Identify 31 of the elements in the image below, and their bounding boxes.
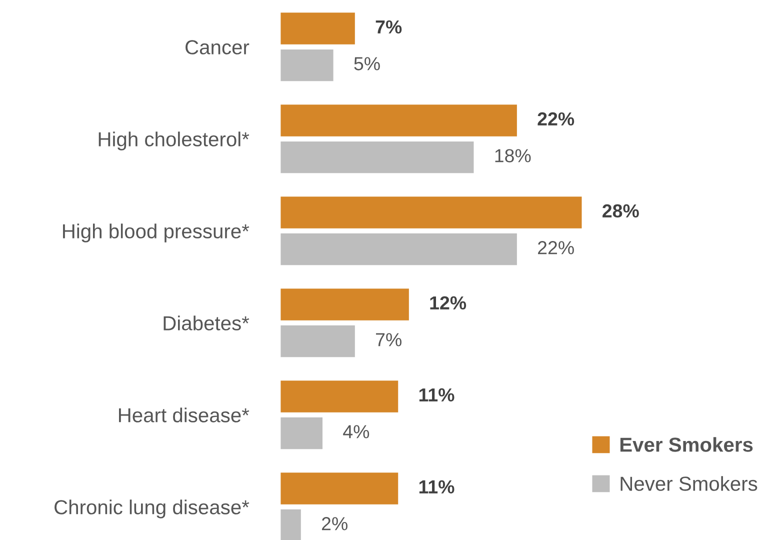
bar [280,48,335,83]
data-label: 11% [419,480,454,494]
bar [280,416,324,451]
y-tick-label: Cancer [186,40,250,54]
data-label: 2% [322,517,348,530]
bar [280,103,518,138]
data-label: 4% [343,425,370,438]
bar [280,471,400,506]
bar [280,379,400,414]
bar [280,232,518,267]
data-label: 11% [419,388,454,402]
data-label: 7% [376,333,402,346]
data-label: 22% [538,241,574,254]
y-tick-label: Chronic lung disease* [54,500,250,518]
bar [280,195,584,230]
legend-label: Never Smokers [620,476,758,491]
data-label: 7% [376,20,402,34]
y-tick-label: Diabetes* [164,316,250,330]
data-label: 18% [495,149,531,162]
y-tick-label: High blood pressure* [63,224,250,242]
legend-label: Ever Smokers [620,437,753,452]
y-tick-label: Heart disease* [119,408,250,422]
y-tick-label: High cholesterol* [98,132,250,150]
data-label: 12% [430,296,466,310]
data-label: 22% [538,112,574,126]
data-label: 5% [354,57,380,70]
bar [280,287,410,322]
bar [280,324,356,359]
bar [280,140,476,175]
bar [280,11,356,46]
data-label: 28% [602,204,639,218]
